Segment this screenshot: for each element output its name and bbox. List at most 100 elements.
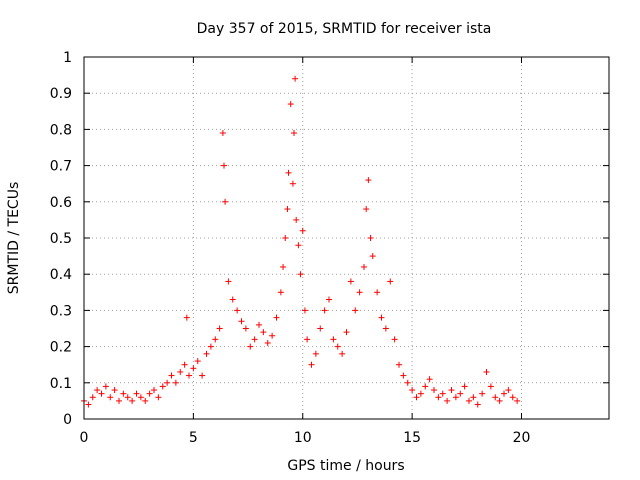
data-point — [120, 390, 127, 397]
data-point — [273, 314, 280, 321]
data-point — [142, 397, 149, 404]
data-point — [444, 397, 451, 404]
data-point — [457, 390, 464, 397]
data-point — [321, 307, 328, 314]
data-point — [190, 365, 197, 372]
y-tick-label: 0 — [63, 412, 72, 428]
data-point — [352, 307, 359, 314]
data-point — [287, 101, 294, 108]
x-tick-label: 0 — [80, 430, 89, 446]
y-tick-label: 0.8 — [50, 122, 72, 138]
data-point — [216, 325, 223, 332]
data-point — [505, 387, 512, 394]
data-point — [487, 383, 494, 390]
data-point — [334, 343, 341, 350]
data-point — [203, 350, 210, 357]
data-point — [466, 397, 472, 404]
data-point — [137, 394, 144, 401]
y-tick-label: 0.7 — [50, 159, 72, 175]
data-point — [479, 390, 486, 397]
data-point — [107, 394, 114, 401]
data-point — [183, 314, 190, 321]
data-point — [396, 361, 402, 368]
data-point — [89, 394, 96, 401]
data-point — [260, 329, 267, 336]
data-point — [347, 278, 354, 285]
data-point — [426, 376, 433, 383]
data-point — [382, 325, 389, 332]
data-point — [439, 390, 446, 397]
data-point — [221, 162, 227, 169]
data-point — [378, 314, 385, 321]
data-point — [365, 177, 372, 184]
data-point — [292, 75, 299, 82]
data-point — [400, 372, 407, 379]
chart-title: Day 357 of 2015, SRMTID for receiver ist… — [197, 21, 492, 37]
data-point — [461, 383, 468, 390]
data-point — [222, 198, 229, 205]
data-point — [299, 227, 306, 234]
y-tick-label: 0.3 — [50, 303, 72, 319]
data-point — [102, 383, 109, 390]
y-tick-label: 1 — [63, 50, 72, 66]
data-point — [155, 394, 162, 401]
data-point — [269, 332, 276, 339]
grid — [84, 57, 609, 419]
data-point — [361, 263, 367, 270]
data-point — [264, 339, 271, 346]
data-point — [470, 394, 477, 401]
data-point — [285, 169, 292, 176]
data-point — [308, 361, 315, 368]
data-point — [343, 329, 350, 336]
data-point — [312, 350, 319, 357]
data-point — [452, 394, 459, 401]
data-point — [207, 343, 214, 350]
x-tick-label: 15 — [403, 430, 421, 446]
data-point — [111, 387, 118, 394]
data-point — [301, 307, 308, 314]
y-tick-label: 0.6 — [50, 195, 72, 211]
y-tick-label: 0.4 — [50, 267, 72, 283]
data-point — [391, 336, 398, 343]
data-point — [291, 130, 297, 137]
data-point — [422, 383, 429, 390]
data-point — [146, 390, 153, 397]
data-point — [234, 307, 241, 314]
data-point — [284, 206, 291, 213]
x-tick-label: 10 — [294, 430, 312, 446]
data-point — [225, 278, 232, 285]
data-point — [356, 289, 363, 296]
data-point — [168, 372, 175, 379]
data-point — [212, 336, 219, 343]
data-point — [177, 368, 184, 375]
data-point — [295, 242, 302, 249]
data-point — [474, 401, 481, 408]
data-point — [133, 390, 140, 397]
data-point — [98, 390, 105, 397]
data-point — [496, 397, 503, 404]
data-point — [330, 336, 337, 343]
data-point — [404, 379, 411, 386]
data-point — [297, 271, 304, 278]
data-point — [413, 394, 420, 401]
data-point — [247, 343, 254, 350]
axis-ticks: 00.10.20.30.40.50.60.70.80.910 5 10 15 20 — [50, 50, 609, 446]
data-point — [509, 394, 516, 401]
x-tick-label: 5 — [189, 430, 198, 446]
data-point — [417, 390, 424, 397]
data-point — [293, 216, 300, 223]
data-point — [304, 336, 311, 343]
data-point — [194, 358, 201, 365]
data-point — [124, 394, 131, 401]
data-point — [172, 379, 179, 386]
data-point — [483, 368, 490, 375]
x-tick-label: 20 — [513, 430, 531, 446]
data-point — [339, 350, 346, 357]
data-point — [229, 296, 236, 303]
y-axis-label: SRMTID / TECUs — [6, 182, 22, 295]
data-point — [501, 390, 507, 397]
data-point — [387, 278, 394, 285]
data-point — [256, 321, 262, 328]
data-point — [199, 372, 206, 379]
